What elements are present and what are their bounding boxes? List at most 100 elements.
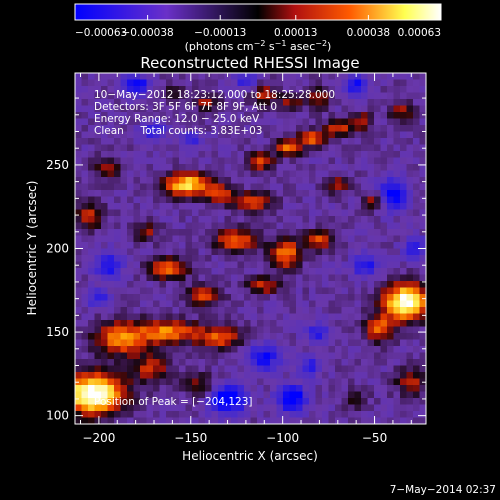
heatmap-cell	[361, 333, 369, 341]
heatmap-cell	[335, 313, 343, 321]
heatmap-cell	[270, 417, 278, 424]
heatmap-cell	[393, 417, 401, 424]
heatmap-cell	[244, 73, 252, 81]
heatmap-cell	[224, 92, 232, 100]
heatmap-cell	[263, 391, 271, 399]
heatmap-cell	[380, 92, 388, 100]
heatmap-cell	[244, 404, 252, 412]
heatmap-cell	[263, 170, 271, 178]
heatmap-cell	[101, 216, 109, 224]
heatmap-cell	[367, 105, 375, 113]
heatmap-cell	[211, 190, 219, 198]
heatmap-cell	[166, 209, 174, 217]
heatmap-cell	[224, 125, 232, 133]
heatmap-cell	[341, 307, 349, 315]
heatmap-cell	[75, 105, 83, 113]
heatmap-cell	[387, 138, 395, 146]
heatmap-cell	[75, 118, 83, 126]
heatmap-cell	[270, 151, 278, 159]
heatmap-cell	[159, 268, 167, 276]
heatmap-cell	[406, 339, 414, 347]
heatmap-cell	[250, 242, 258, 250]
heatmap-cell	[81, 203, 89, 211]
heatmap-cell	[354, 92, 362, 100]
heatmap-cell	[198, 378, 206, 386]
heatmap-cell	[153, 138, 161, 146]
heatmap-cell	[114, 190, 122, 198]
heatmap-cell	[322, 196, 330, 204]
heatmap-cell	[283, 398, 291, 406]
heatmap-cell	[270, 164, 278, 172]
heatmap-cell	[341, 112, 349, 120]
heatmap-cell	[380, 183, 388, 191]
heatmap-cell	[367, 398, 375, 406]
heatmap-cell	[205, 170, 213, 178]
heatmap-cell	[179, 411, 187, 419]
heatmap-cell	[224, 209, 232, 217]
heatmap-cell	[231, 79, 239, 87]
heatmap-cell	[367, 151, 375, 159]
heatmap-cell	[218, 229, 226, 237]
heatmap-cell	[81, 99, 89, 107]
heatmap-cell	[146, 118, 154, 126]
heatmap-cell	[166, 248, 174, 256]
heatmap-cell	[270, 346, 278, 354]
heatmap-cell	[133, 339, 141, 347]
heatmap-cell	[192, 92, 200, 100]
heatmap-cell	[283, 73, 291, 81]
heatmap-cell	[335, 391, 343, 399]
heatmap-cell	[192, 352, 200, 360]
heatmap-cell	[367, 235, 375, 243]
heatmap-cell	[88, 229, 96, 237]
heatmap-cell	[315, 339, 323, 347]
heatmap-cell	[270, 352, 278, 360]
heatmap-cell	[159, 151, 167, 159]
heatmap-cell	[354, 287, 362, 295]
heatmap-cell	[140, 112, 148, 120]
heatmap-cell	[406, 398, 414, 406]
heatmap-cell	[75, 229, 83, 237]
heatmap-cell	[166, 281, 174, 289]
heatmap-cell	[367, 385, 375, 393]
heatmap-cell	[250, 209, 258, 217]
heatmap-cell	[81, 339, 89, 347]
heatmap-cell	[400, 177, 408, 185]
heatmap-cell	[283, 125, 291, 133]
heatmap-cell	[205, 235, 213, 243]
heatmap-cell	[192, 242, 200, 250]
heatmap-cell	[322, 352, 330, 360]
heatmap-cell	[107, 131, 115, 139]
heatmap-cell	[302, 190, 310, 198]
heatmap-cell	[387, 404, 395, 412]
heatmap-cell	[270, 125, 278, 133]
heatmap-cell	[133, 320, 141, 328]
heatmap-cell	[406, 73, 414, 81]
heatmap-cell	[322, 157, 330, 165]
heatmap-cell	[315, 229, 323, 237]
heatmap-cell	[146, 261, 154, 269]
heatmap-cell	[231, 203, 239, 211]
heatmap-cell	[400, 92, 408, 100]
heatmap-cell	[387, 151, 395, 159]
heatmap-cell	[94, 242, 102, 250]
heatmap-cell	[406, 242, 414, 250]
heatmap-cell	[198, 398, 206, 406]
heatmap-cell	[289, 138, 297, 146]
heatmap-cell	[406, 131, 414, 139]
heatmap-cell	[88, 183, 96, 191]
heatmap-cell	[133, 235, 141, 243]
heatmap-cell	[354, 391, 362, 399]
heatmap-cell	[101, 320, 109, 328]
heatmap-cell	[107, 183, 115, 191]
heatmap-cell	[354, 378, 362, 386]
heatmap-cell	[354, 229, 362, 237]
heatmap-cell	[107, 99, 115, 107]
heatmap-cell	[419, 112, 426, 120]
heatmap-cell	[146, 79, 154, 87]
heatmap-cell	[140, 326, 148, 334]
heatmap-cell	[419, 138, 426, 146]
heatmap-cell	[361, 255, 369, 263]
heatmap-cell	[341, 346, 349, 354]
heatmap-cell	[387, 372, 395, 380]
heatmap-cell	[211, 177, 219, 185]
